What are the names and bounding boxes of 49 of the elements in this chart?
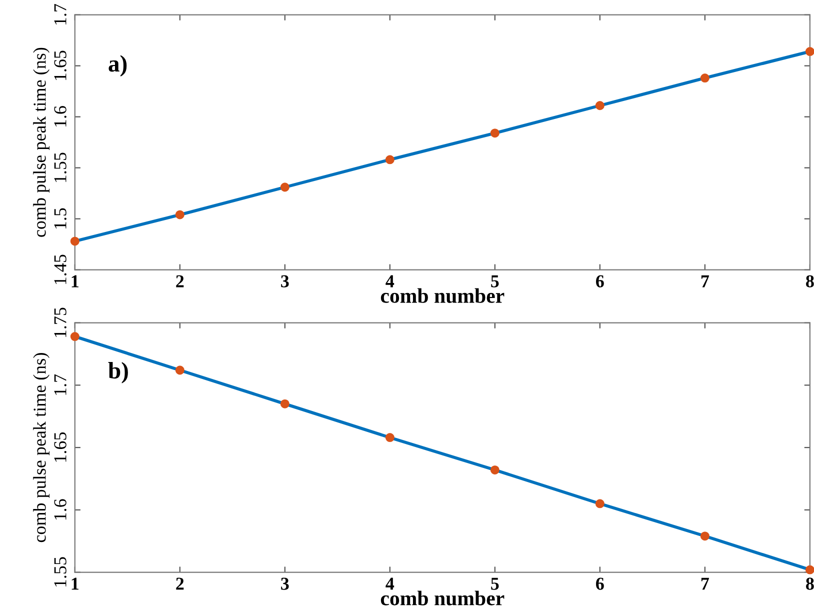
y-tick-label: 1.65 [54,432,66,462]
y-tick-label: 1.6 [54,106,66,126]
x-tick-label: 6 [596,578,604,590]
point [700,74,710,83]
point [280,399,290,408]
x-tick-label: 4 [386,578,394,590]
x-tick-label: 4 [386,275,394,288]
y-axis-title: comb pulse peak time (ns) [33,48,50,237]
point [805,46,814,56]
point [70,332,80,342]
x-tick-label: 1 [72,275,78,288]
x-tick-label: 2 [176,578,184,590]
y-tick-label: 1.55 [54,557,66,586]
point [700,532,710,541]
x-tick-label: 8 [806,578,814,590]
y-tick-label: 1.7 [54,374,66,395]
x-tick-label: 7 [701,275,709,288]
y-tick-label: 1.45 [54,254,66,284]
x-tick-label: 3 [281,275,289,288]
point [70,236,80,246]
x-axis-title: comb number [380,288,504,303]
y-tick-label: 1.65 [54,50,66,80]
x-axis-title: comb number [380,590,504,606]
point [175,210,184,220]
x-tick-label: 2 [176,275,184,288]
y-tick-label: 1.5 [54,208,66,228]
y-tick-label: 1.75 [54,308,66,337]
x-tick-label: 1 [72,578,78,590]
y-tick-label: 1.55 [54,152,66,182]
point [805,565,814,574]
point [280,182,290,192]
y-axis-title: comb pulse peak time (ns) [33,353,50,542]
x-tick-label: 6 [596,275,604,288]
point [385,155,394,164]
x-tick-label: 3 [281,578,289,590]
point [175,366,184,375]
x-tick-label: 8 [806,275,814,288]
x-tick-label: 5 [491,578,499,590]
point [595,101,604,110]
y-tick-label: 1.7 [54,4,66,24]
annotation: b) [108,362,128,384]
point [595,499,604,508]
x-tick-label: 5 [491,275,499,288]
point [490,128,500,138]
point [490,465,500,474]
annotation: a) [108,55,127,76]
x-tick-label: 7 [701,578,709,590]
point [385,433,394,442]
y-tick-label: 1.6 [54,499,66,520]
